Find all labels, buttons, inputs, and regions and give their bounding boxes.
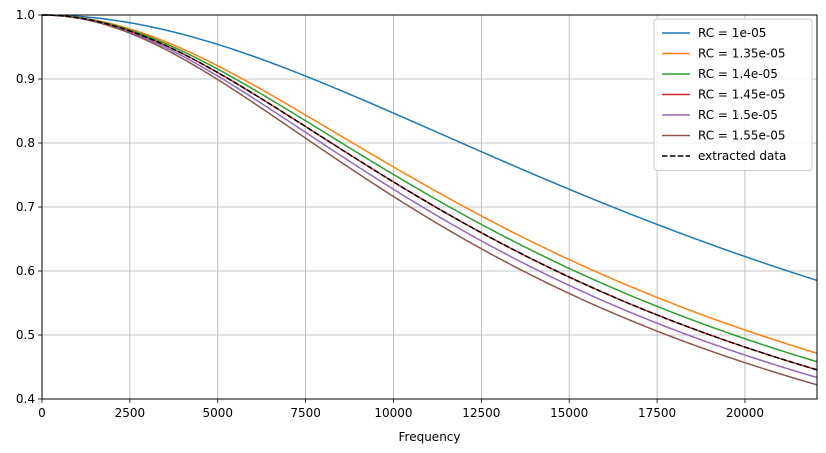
legend-entry: RC = 1.35e-05	[698, 47, 786, 61]
series-line	[41, 14, 818, 371]
legend-entry: extracted data	[698, 149, 786, 163]
x-tick-label: 0	[38, 406, 46, 420]
y-tick-label: 0.4	[16, 392, 35, 406]
x-tick-label: 17500	[638, 406, 676, 420]
series-line	[41, 14, 818, 386]
y-tick-label: 0.5	[16, 328, 35, 342]
legend-box	[653, 18, 813, 171]
y-tick-label: 1.0	[16, 8, 35, 22]
x-tick-label: 20000	[726, 406, 764, 420]
y-tick-label: 0.6	[16, 264, 35, 278]
x-tick-label: 5000	[202, 406, 233, 420]
legend-entry: RC = 1.5e-05	[698, 108, 778, 122]
series-line	[42, 14, 818, 282]
y-tick-label: 0.7	[16, 200, 35, 214]
series-line	[41, 14, 818, 363]
axis-ticks: 0 2500 5000 7500 10000 12500 15000 17500 20000 0.…	[16, 8, 764, 420]
x-tick-label: 7500	[290, 406, 321, 420]
x-axis-label: Frequency	[399, 430, 461, 444]
x-tick-label: 2500	[115, 406, 146, 420]
series-lines	[41, 14, 818, 386]
legend-entry: RC = 1.45e-05	[698, 88, 786, 102]
y-tick-label: 0.8	[16, 136, 35, 150]
legend: RC = 1e-05 RC = 1.35e-05 RC = 1.4e-05 RC = …	[653, 18, 813, 171]
x-tick-label: 10000	[374, 406, 412, 420]
series-line	[41, 14, 818, 354]
legend-entry: RC = 1e-05	[698, 26, 766, 40]
series-line	[41, 14, 818, 379]
x-tick-label: 15000	[550, 406, 588, 420]
legend-entry: RC = 1.4e-05	[698, 67, 778, 81]
x-tick-label: 12500	[462, 406, 500, 420]
legend-entry: RC = 1.55e-05	[698, 129, 786, 143]
y-tick-label: 0.9	[16, 72, 35, 86]
